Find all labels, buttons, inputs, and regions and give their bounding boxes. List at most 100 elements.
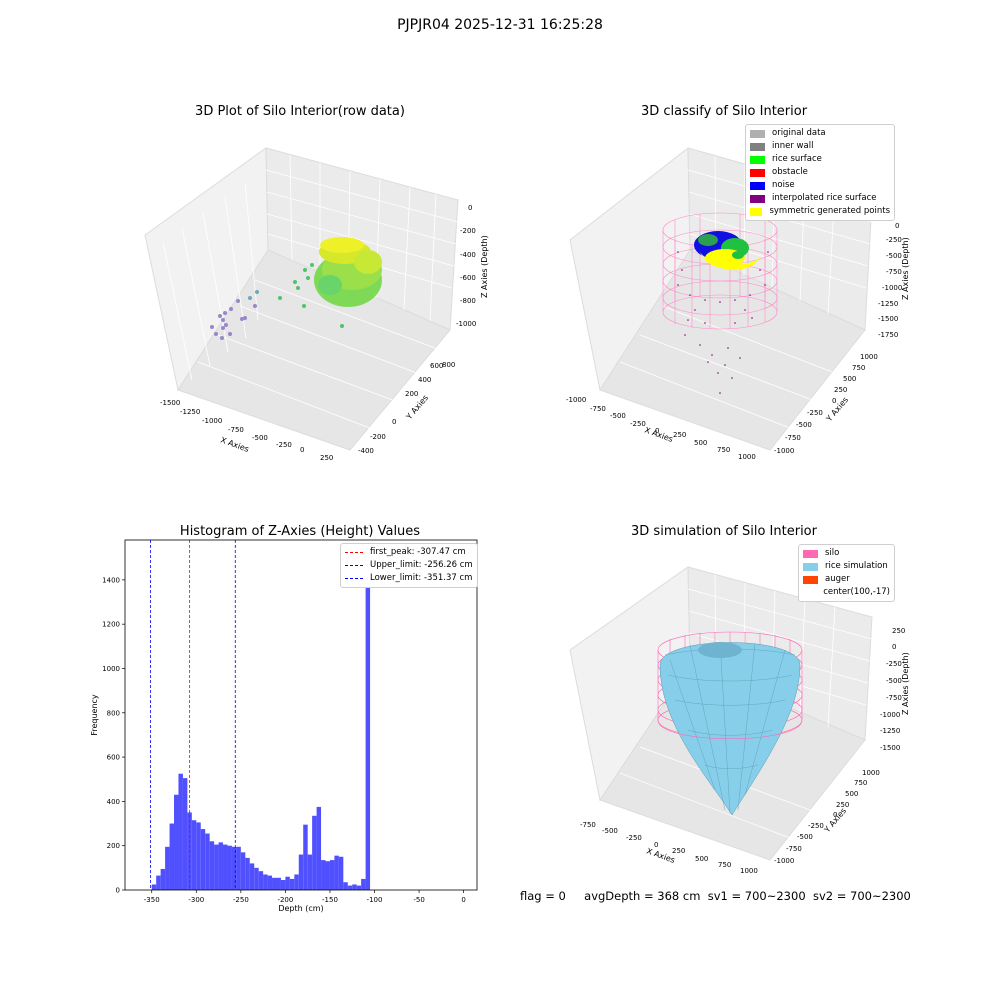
simulation-legend: silo rice simulation auger center(100,-1…: [798, 544, 895, 602]
simulation-ztick: -1000: [880, 711, 900, 719]
raw-ztick: -800: [460, 297, 476, 305]
legend-swatch: [750, 142, 765, 151]
legend-swatch: [750, 207, 763, 216]
simulation-xtick: 0: [654, 841, 658, 849]
raw-xtick: 250: [320, 454, 333, 462]
histogram-ylabel: Frequency: [90, 694, 99, 736]
histogram-bar: [285, 876, 290, 890]
legend-swatch: [750, 155, 765, 164]
status-line: flag = 0 avgDepth = 368 cm sv1 = 700~230…: [520, 889, 911, 903]
raw-ytick: 200: [405, 390, 418, 398]
classify-xtick: 1000: [738, 453, 756, 461]
simulation-ztick: -1250: [880, 727, 900, 735]
histogram-bar: [151, 884, 157, 890]
legend-swatch: [750, 168, 765, 177]
histogram-bar: [289, 878, 295, 890]
histogram-xtick-label: -300: [188, 896, 204, 904]
raw-plot-title: 3D Plot of Silo Interior(row data): [195, 104, 405, 119]
histogram-ytick-label: 1400: [102, 576, 120, 584]
legend-entry: rice surface: [750, 153, 890, 166]
histogram-bar: [196, 822, 201, 890]
classify-zlabel: Z Axies (Depth): [901, 237, 910, 300]
histogram-bar: [329, 860, 335, 890]
histogram-bar: [343, 882, 348, 890]
simulation-ztick: 250: [892, 627, 905, 635]
raw-ztick: -200: [460, 227, 476, 235]
status-sv2: sv2 = 700~2300: [812, 889, 911, 903]
raw-ztick: -1000: [456, 320, 476, 328]
classify-xtick: -750: [590, 405, 606, 413]
legend-entry: noise: [750, 179, 890, 192]
legend-entry: interpolated rice surface: [750, 192, 890, 205]
histogram-ytick-label: 600: [107, 754, 120, 762]
simulation-ytick: -500: [797, 833, 813, 841]
histogram-bar: [227, 845, 232, 890]
raw-xlabel: X Axies: [219, 435, 250, 454]
histogram-xtick-label: -150: [322, 896, 338, 904]
histogram-bar: [321, 860, 326, 890]
status-avg-depth: avgDepth = 368 cm: [584, 889, 701, 903]
legend-entry: Upper_limit: -256.26 cm: [345, 559, 473, 572]
histogram-bar: [178, 773, 183, 890]
legend-entry: Lower_limit: -351.37 cm: [345, 572, 473, 585]
classify-ytick: -500: [796, 421, 812, 429]
histogram-xtick-label: -350: [144, 896, 160, 904]
legend-entry: silo: [803, 547, 890, 560]
histogram-bar: [165, 846, 170, 890]
histogram-ytick-label: 1000: [102, 665, 120, 673]
histogram-bar: [223, 844, 228, 890]
simulation-xtick: 750: [718, 861, 731, 869]
simulation-xtick: -500: [602, 827, 618, 835]
simulation-xtick: -250: [626, 834, 642, 842]
histogram-bar: [174, 794, 179, 890]
classify-xtick: -250: [630, 420, 646, 428]
histogram-bar: [267, 875, 273, 890]
histogram-bar: [182, 778, 188, 890]
histogram-bar: [231, 846, 237, 890]
legend-swatch: [750, 129, 765, 138]
legend-entry: original data: [750, 127, 890, 140]
classify-ytick: 0: [832, 397, 836, 405]
histogram-bar: [205, 833, 210, 890]
status-sv1: sv1 = 700~2300: [707, 889, 806, 903]
simulation-ytick: 750: [854, 779, 867, 787]
simulation-ztick: -750: [886, 694, 902, 702]
raw-ztick: -600: [460, 274, 476, 282]
classify-xtick: 250: [673, 431, 686, 439]
simulation-ztick: -250: [886, 660, 902, 668]
histogram-bar: [169, 823, 175, 890]
legend-label: center(100,-17): [823, 587, 890, 597]
histogram-bar: [272, 877, 277, 890]
raw-xtick: -750: [228, 426, 244, 434]
legend-entry: inner wall: [750, 140, 890, 153]
histogram-bar: [280, 880, 286, 890]
histogram-bar: [160, 868, 166, 890]
histogram-ytick-label: 800: [107, 709, 120, 717]
raw-ytick: -200: [370, 433, 386, 441]
histogram-title: Histogram of Z-Axies (Height) Values: [179, 524, 421, 539]
simulation-ytick: -250: [808, 822, 824, 830]
classify-ytick: -750: [785, 434, 801, 442]
classify-ytick: 500: [843, 375, 856, 383]
simulation-plot-title: 3D simulation of Silo Interior: [631, 524, 817, 539]
histogram-xtick-label: -200: [277, 896, 293, 904]
histogram-bar: [236, 846, 241, 890]
classify-ztick: -1000: [882, 284, 902, 292]
legend-label: symmetric generated points: [769, 206, 890, 216]
raw-xtick: -500: [252, 434, 268, 442]
legend-label: noise: [772, 180, 795, 190]
classify-ztick: -250: [886, 236, 902, 244]
simulation-ztick: -1500: [880, 744, 900, 752]
histogram-bar: [249, 863, 255, 890]
histogram-bar: [218, 842, 224, 890]
histogram-bar: [298, 854, 304, 890]
raw-xtick: -1250: [180, 408, 200, 416]
classify-ztick: -750: [886, 268, 902, 276]
legend-entry: center(100,-17): [803, 586, 890, 599]
legend-entry: rice simulation: [803, 560, 890, 573]
legend-label: inner wall: [772, 141, 814, 151]
classify-interpolated-points: [677, 251, 769, 394]
raw-3d-plot: -1500 -1250 -1000 -750 -500 -250 0 250 -…: [144, 147, 489, 462]
classify-plot-title: 3D classify of Silo Interior: [640, 104, 808, 119]
histogram-bar: [294, 874, 299, 890]
